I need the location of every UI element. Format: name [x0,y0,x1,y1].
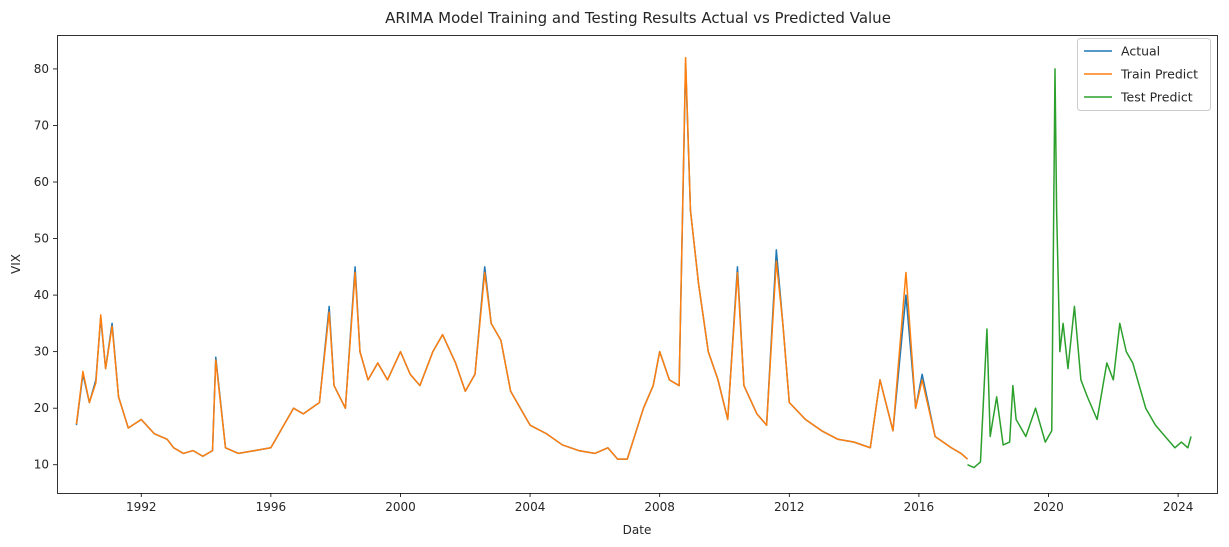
series-line-test-predict [967,68,1192,469]
legend-label-train-predict: Train Predict [1120,67,1198,82]
y-tick-label: 80 [34,62,49,76]
x-tick-label: 2008 [644,500,675,514]
x-axis-label: Date [623,523,652,537]
y-tick-label: 60 [34,175,49,189]
x-tick-label: 1996 [256,500,287,514]
x-axis: 1992 1996 2000 2004 2008 2012 2016 2020 2024 [126,493,1193,514]
x-tick-label: 2016 [904,500,935,514]
legend-box [1077,38,1211,111]
legend-entries: Actual Train Predict Test Predict [1084,44,1198,105]
series-layer [75,56,1192,469]
x-tick-label: 2024 [1163,500,1194,514]
y-tick-label: 30 [34,345,49,359]
series-line-train-predict [75,56,968,460]
legend-label-actual: Actual [1121,44,1160,59]
y-tick-label: 20 [34,401,49,415]
legend-label-test-predict: Test Predict [1120,90,1193,105]
x-tick-label: 2004 [515,500,546,514]
plot-area [57,35,1218,494]
y-tick-label: 10 [34,458,49,472]
legend: Actual Train Predict Test Predict [1077,38,1211,111]
plot-frame [57,35,1218,494]
x-tick-label: 2012 [774,500,805,514]
chart-title: ARIMA Model Training and Testing Results… [385,9,891,27]
y-axis-label: VIX [9,254,23,274]
y-tick-label: 70 [34,118,49,132]
y-tick-label: 50 [34,232,49,246]
y-axis: 10 20 30 40 50 60 70 80 [34,62,57,472]
y-tick-label: 40 [34,288,49,302]
x-tick-label: 2000 [385,500,416,514]
x-tick-label: 1992 [126,500,157,514]
x-tick-label: 2020 [1033,500,1064,514]
